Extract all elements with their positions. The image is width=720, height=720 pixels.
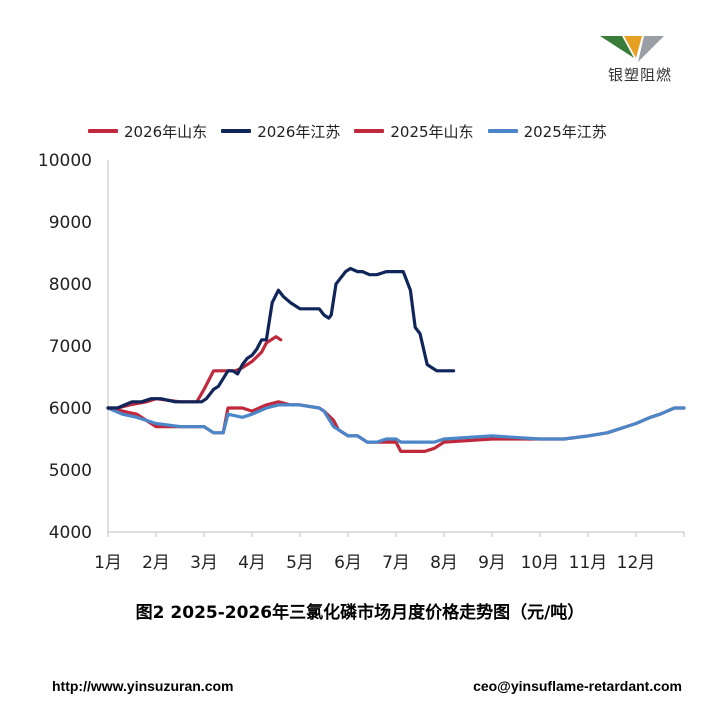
legend-item-2026-jiangsu: 2026年江苏 <box>221 121 340 142</box>
legend-label: 2026年江苏 <box>257 122 341 141</box>
x-axis: 1月 2月 3月 4月 5月 6月 7月 8月 9月 10月 11月 12月 <box>94 531 685 573</box>
footer-website[interactable]: http://www.yinsuzuran.com <box>52 678 234 694</box>
y-tick-label: 10000 <box>38 151 92 171</box>
legend-label: 2025年江苏 <box>523 122 607 141</box>
y-tick-label: 7000 <box>49 337 92 357</box>
logo-middle-wing <box>624 36 642 58</box>
x-tick-label: 6月 <box>334 553 362 573</box>
x-tick-label: 11月 <box>569 553 608 573</box>
logo-left-wing <box>600 36 634 58</box>
chart-legend: 2026年山东 2026年江苏 2025年山东 2025年江苏 <box>88 120 607 142</box>
x-tick-label: 8月 <box>430 553 458 573</box>
legend-item-2025-jiangsu: 2025年江苏 <box>487 121 607 142</box>
figure-caption: 图2 2025-2026年三氯化磷市场月度价格走势图（元/吨） <box>135 603 585 623</box>
y-tick-label: 6000 <box>49 399 92 419</box>
series-line-0 <box>106 335 283 410</box>
x-tick-label: 7月 <box>382 553 410 573</box>
y-tick-label: 8000 <box>49 275 92 295</box>
price-line-chart: 4000 5000 6000 7000 8000 9000 10000 1月 2月 3月 4月 5月… <box>38 151 686 573</box>
legend-swatch <box>88 129 118 133</box>
series-line-1 <box>106 266 456 410</box>
x-tick-label: 1月 <box>94 553 122 573</box>
x-tick-label: 12月 <box>617 553 656 573</box>
legend-item-2026-shandong: 2026年山东 <box>88 121 207 142</box>
x-tick-label: 2月 <box>142 553 170 573</box>
x-tick-label: 3月 <box>190 553 218 573</box>
logo-right-wing <box>638 36 664 62</box>
legend-swatch <box>487 129 518 133</box>
y-tick-label: 5000 <box>49 461 92 481</box>
legend-label: 2026年山东 <box>124 122 208 141</box>
series-line-3 <box>106 403 686 444</box>
legend-item-2025-shandong: 2025年山东 <box>354 121 474 142</box>
company-logo <box>600 36 664 62</box>
y-tick-label: 4000 <box>49 523 92 543</box>
logo-text: 银塑阻燃 <box>607 66 672 84</box>
x-tick-label: 10月 <box>521 553 560 573</box>
x-tick-label: 9月 <box>478 553 506 573</box>
y-axis: 4000 5000 6000 7000 8000 9000 10000 <box>38 151 109 543</box>
x-tick-label: 4月 <box>238 553 266 573</box>
y-tick-label: 9000 <box>49 213 92 233</box>
legend-label: 2025年山东 <box>390 122 474 141</box>
series-lines <box>106 266 686 453</box>
legend-swatch <box>354 129 385 133</box>
legend-swatch <box>221 129 252 133</box>
footer-email[interactable]: ceo@yinsuflame-retardant.com <box>473 678 682 694</box>
x-tick-label: 5月 <box>286 553 314 573</box>
